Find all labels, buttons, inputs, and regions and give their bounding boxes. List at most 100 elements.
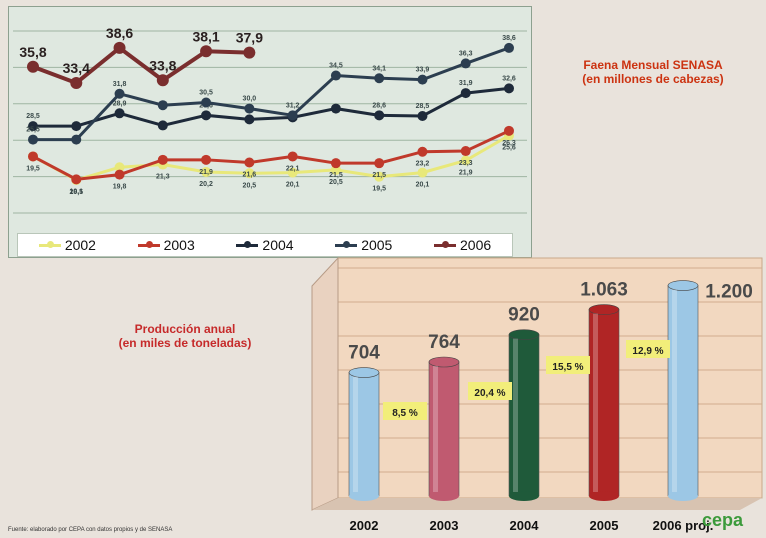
bar-value-label-2004: 920	[508, 305, 540, 326]
data-label-2002: 25,6	[502, 145, 516, 152]
bar-highlight	[433, 366, 438, 492]
point-2005	[244, 103, 255, 114]
point-2002	[287, 167, 298, 178]
growth-label: 8,5 %	[392, 408, 418, 419]
point-2006	[156, 74, 169, 87]
bar-base-2004	[509, 491, 539, 501]
bar-value-label-2003: 764	[428, 332, 460, 353]
legend-label-2003: 2003	[163, 237, 195, 253]
point-2003	[417, 146, 428, 157]
point-2005	[201, 97, 212, 108]
point-2005	[374, 73, 385, 84]
data-label-2005: 34,1	[372, 65, 386, 72]
point-2005	[417, 74, 428, 85]
legend-swatch-2004	[236, 240, 259, 248]
data-label-2005: 25,5	[26, 127, 40, 134]
point-2003	[28, 151, 38, 162]
point-2004	[157, 120, 168, 131]
bar-2002	[348, 372, 380, 497]
data-label-2004: 28,5	[416, 103, 430, 110]
data-label-2005: 31,2	[286, 102, 300, 109]
bar-chart-title-line2: (en miles de toneladas)	[118, 336, 252, 350]
point-2006	[243, 46, 256, 59]
point-2004	[374, 110, 385, 121]
point-2005	[114, 88, 125, 99]
point-2002	[114, 162, 125, 173]
legend-label-2006: 2006	[460, 237, 492, 253]
legend-item-2006: 2006	[434, 237, 491, 253]
bar-highlight	[513, 338, 518, 492]
data-label-2004: 31,9	[459, 80, 473, 87]
bar-base-2002	[349, 491, 379, 501]
growth-label-box	[546, 356, 590, 374]
growth-label-box	[383, 402, 427, 420]
data-label-2003: 22,1	[286, 165, 300, 172]
data-label-2005: 30,5	[199, 90, 213, 97]
series-line-2002	[32, 134, 510, 182]
data-label-2003: 23,2	[416, 161, 430, 168]
data-label-2006: 33,8	[149, 57, 176, 73]
line-chart: 20,5 21,3 20,2 20,5 20,1 20,5 19,5 20,1 21,9 25,6…	[13, 25, 527, 214]
bar-2006 proj.	[667, 285, 699, 497]
legend-swatch-2005	[335, 240, 358, 248]
bar-base-2003	[429, 491, 459, 501]
data-label-2004: 28,6	[372, 102, 386, 109]
point-2005	[28, 134, 38, 145]
line-chart-title: Faena Mensual SENASA (en millones de cab…	[548, 58, 758, 86]
data-label-2003: 21,5	[372, 172, 386, 179]
bar-category-label-2005: 2005	[590, 518, 619, 533]
series-line-2004	[33, 86, 510, 128]
point-2003	[374, 158, 385, 169]
growth-label-box	[468, 382, 512, 400]
bar-highlight	[353, 376, 358, 492]
bar-category-label-2003: 2003	[430, 518, 459, 533]
bar-category-label-2006 proj.: 2006 proj.	[653, 518, 714, 533]
data-label-2002: 20,5	[69, 189, 83, 196]
point-2003	[114, 169, 125, 180]
data-label-2005: 31,8	[113, 81, 127, 88]
legend-swatch-2006	[434, 240, 456, 248]
cepa-logo: cepa	[702, 510, 743, 531]
point-2005	[330, 70, 341, 81]
legend-swatch-2002	[38, 240, 61, 248]
bar-top-2006 proj.	[667, 280, 699, 291]
bar-chart-title-line1: Producción anual	[134, 322, 236, 336]
bar-chart-floor	[312, 498, 762, 510]
data-label-2003: 21,5	[329, 172, 343, 179]
bar-base-2005	[589, 491, 619, 501]
bar-category-label-2004: 2004	[510, 518, 540, 533]
bar-chart-title: Producción anual (en miles de toneladas)	[70, 322, 300, 350]
series-line-2003	[32, 129, 510, 181]
growth-label: 20,4 %	[474, 388, 505, 399]
data-label-2003: 19,8	[113, 184, 127, 191]
growth-label: 12,9 %	[632, 346, 663, 357]
data-label-2003: 19,1	[69, 188, 83, 195]
point-2005	[157, 100, 168, 111]
line-chart-title-line2: (en millones de cabezas)	[582, 72, 724, 86]
point-2003	[287, 151, 298, 162]
legend-swatch-2003	[137, 240, 160, 248]
bar-2005	[588, 309, 620, 497]
data-label-2002: 20,5	[329, 179, 343, 186]
point-2004	[460, 88, 471, 99]
bar-chart-back-wall	[337, 257, 763, 499]
legend-label-2004: 2004	[262, 237, 294, 253]
point-2005	[287, 110, 298, 121]
data-label-2006: 38,1	[192, 28, 219, 44]
point-2004	[71, 121, 82, 132]
point-2003	[330, 158, 341, 169]
point-2004	[417, 111, 428, 121]
point-2005	[71, 134, 82, 145]
data-label-2005: 36,3	[459, 50, 473, 57]
point-2002	[244, 168, 255, 179]
bar-top-2004	[508, 329, 540, 340]
bar-top-2002	[348, 367, 380, 378]
point-2003	[157, 154, 168, 165]
source-note: Fuente: elaborado por CEPA con datos pro…	[8, 527, 173, 533]
point-2004	[504, 83, 514, 94]
point-2006	[27, 60, 39, 73]
point-2004	[244, 114, 255, 125]
point-2005	[460, 58, 471, 69]
point-2003	[460, 146, 471, 157]
bar-base-2006 proj.	[668, 491, 698, 501]
